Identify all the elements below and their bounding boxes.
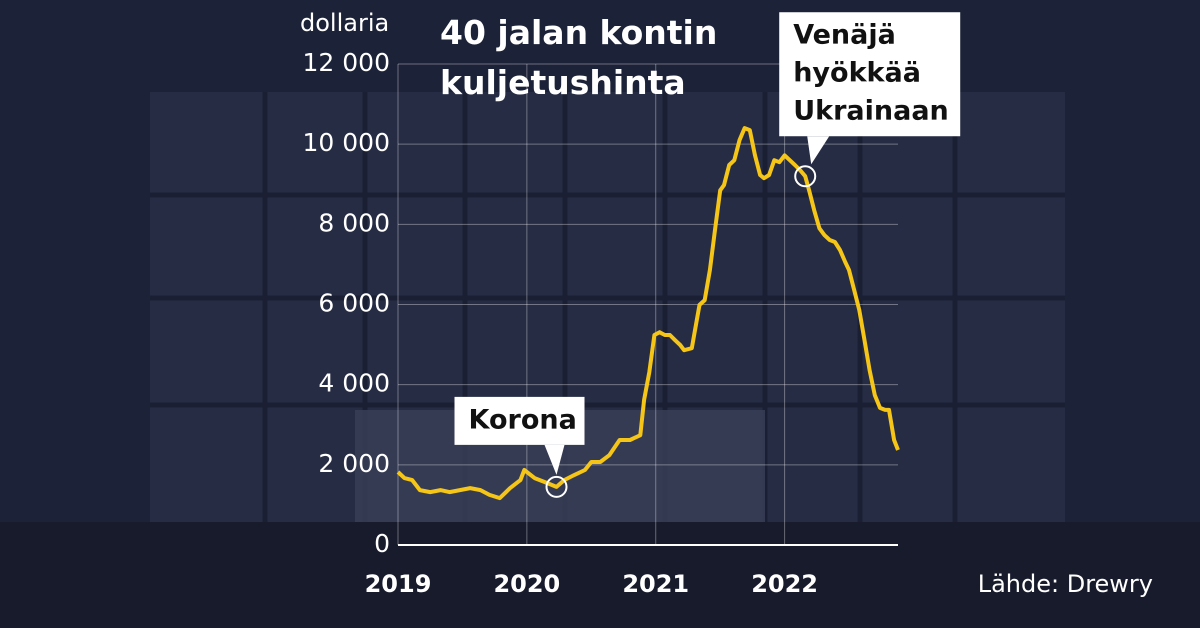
annotation-text: Korona (469, 404, 577, 435)
annotation-text: Venäjä (793, 20, 896, 51)
x-tick-label: 2022 (751, 570, 818, 598)
annotation-pointer (807, 136, 830, 165)
annotation-marker (545, 475, 568, 498)
x-tick-label: 2021 (622, 570, 689, 598)
y-tick-label: 8 000 (318, 208, 390, 237)
chart-title: 40 jalan kontin kuljetushinta (440, 13, 718, 102)
y-axis-label: dollaria (300, 9, 389, 37)
y-tick-label: 10 000 (303, 128, 390, 157)
data-line (396, 126, 900, 501)
y-tick-label: 12 000 (303, 48, 390, 77)
y-tick-label: 2 000 (318, 449, 390, 478)
y-tick-label: 0 (374, 529, 390, 558)
annotation-text: hyökkää (793, 58, 921, 89)
annotation-text: Ukrainaan (793, 96, 949, 127)
annotation-marker (794, 165, 817, 188)
x-tick-label: 2019 (365, 570, 432, 598)
y-tick-label: 4 000 (318, 369, 390, 398)
annotation-box (454, 396, 585, 445)
annotation-pointer (544, 444, 565, 475)
source: Lähde: Drewry (978, 570, 1153, 598)
annotation-box (779, 12, 961, 137)
x-tick-label: 2020 (493, 570, 560, 598)
y-tick-label: 6 000 (318, 289, 390, 318)
